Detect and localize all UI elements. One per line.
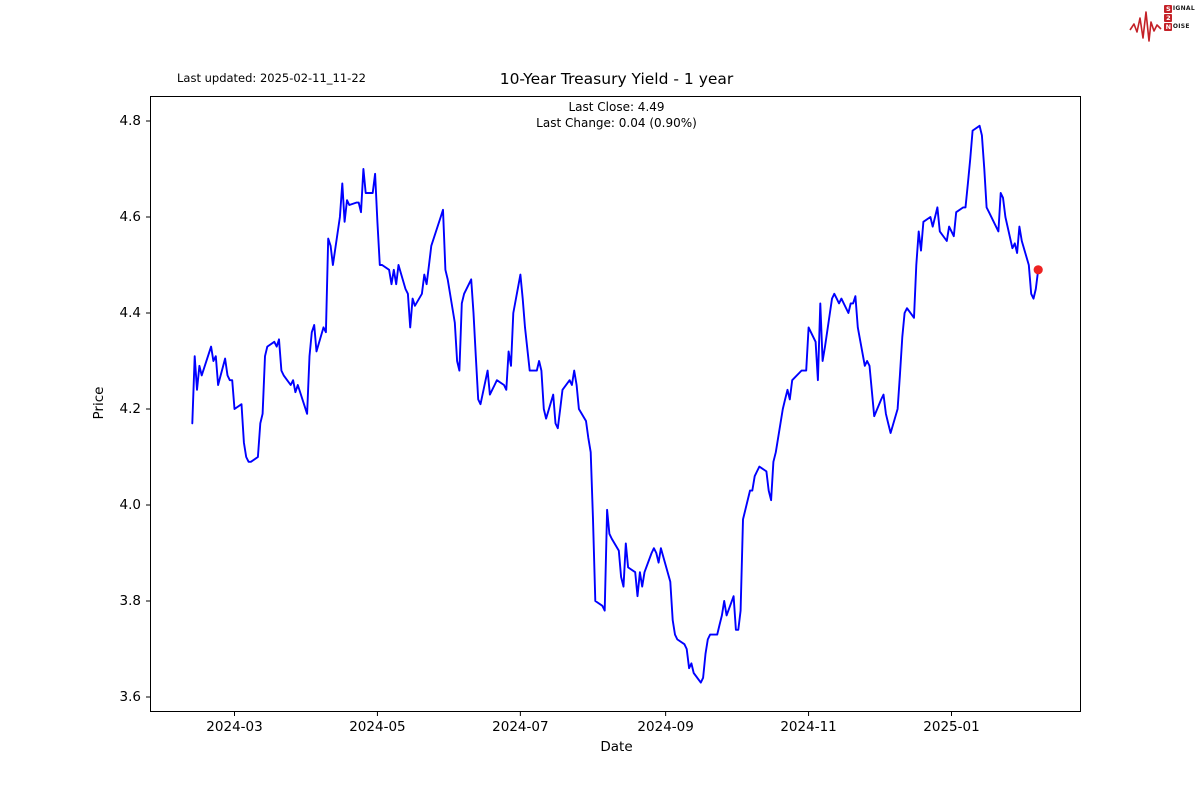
last-updated-label: Last updated: 2025-02-11_11-22 [177,71,366,85]
chart-subtitle: Last Close: 4.49 Last Change: 0.04 (0.90… [150,99,1083,131]
waveform-icon [1129,11,1162,42]
logo-row-signal: S IGNAL [1164,4,1195,13]
logo-letter-2: 2 [1164,13,1173,22]
y-axis-title: Price [91,386,107,420]
last-close-text: Last Close: 4.49 [568,100,665,114]
logo-letter-s: S [1164,4,1173,13]
last-change-text: Last Change: 0.04 (0.90%) [536,116,697,130]
logo-row-two: 2 [1164,13,1195,22]
x-axis-title: Date [600,739,633,755]
logo-letter-n: N [1164,22,1173,31]
logo-row-noise: N OISE [1164,22,1190,31]
last-close-marker [1033,265,1043,275]
chart-title: 10-Year Treasury Yield - 1 year [499,70,734,88]
logo-text: S IGNAL 2 N OISE [1164,4,1195,31]
signal2noise-logo: S IGNAL 2 N OISE [1129,4,1195,42]
